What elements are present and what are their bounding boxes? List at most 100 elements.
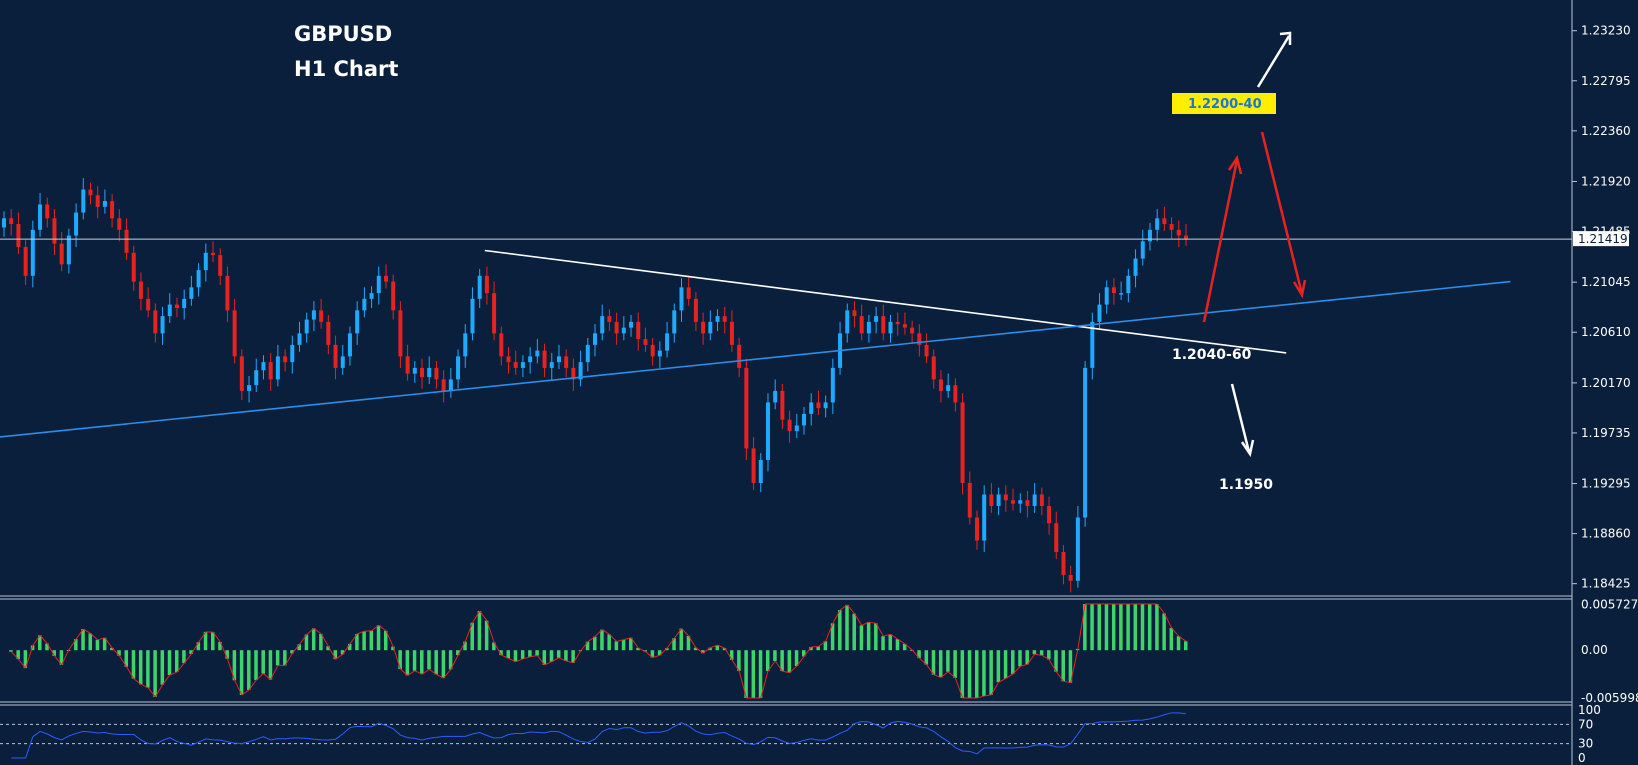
candle-body: [160, 316, 165, 334]
macd-signal-segment: [284, 653, 293, 666]
macd-signal-segment: [1171, 627, 1180, 637]
candle-body: [665, 333, 670, 351]
macd-bar: [398, 650, 402, 670]
macd-bar: [167, 650, 172, 676]
candle-body: [484, 275, 489, 294]
candle-body: [693, 298, 698, 322]
candle-body: [643, 339, 648, 345]
macd-signal-segment: [839, 604, 848, 611]
macd-bar: [859, 625, 864, 651]
macd-bar: [189, 650, 193, 654]
macd-bar: [499, 650, 503, 656]
candle-body: [528, 356, 533, 363]
macd-bar: [838, 609, 842, 651]
macd-bar: [665, 648, 669, 651]
candle-body: [953, 385, 958, 403]
macd-signal-segment: [587, 636, 596, 643]
macd-bar: [816, 646, 820, 651]
macd-signal-segment: [1063, 680, 1071, 684]
candle-body: [802, 413, 807, 426]
candle-body: [715, 316, 720, 322]
macd-signal-segment: [421, 668, 430, 675]
macd-signal-segment: [846, 604, 855, 614]
macd-signal-segment: [226, 658, 236, 681]
macd-signal-segment: [594, 629, 603, 638]
macd-bar: [283, 650, 287, 666]
macd-signal-segment: [270, 665, 279, 680]
macd-signal-segment: [493, 642, 502, 656]
macd-bar: [297, 644, 301, 651]
macd-signal-segment: [349, 633, 358, 645]
macd-signal-segment: [911, 649, 920, 659]
macd-bar: [600, 629, 604, 651]
candle-body: [1090, 321, 1095, 368]
macd-bar: [16, 650, 20, 660]
macd-signal-segment: [378, 624, 387, 632]
macd-bar: [441, 650, 446, 679]
macd-signal-segment: [428, 668, 437, 675]
macd-bar: [1119, 604, 1123, 651]
macd-signal-segment: [825, 623, 834, 642]
target-box: [1172, 93, 1276, 114]
macd-signal-segment: [169, 671, 178, 676]
macd-bar: [780, 650, 784, 672]
macd-bar: [672, 638, 676, 651]
macd-bar: [967, 650, 972, 698]
macd-signal-segment: [176, 662, 185, 673]
candle-body: [196, 270, 201, 288]
candle-body: [888, 321, 893, 334]
candle-body: [895, 321, 900, 325]
macd-bar: [1169, 627, 1174, 651]
macd-bar: [989, 650, 993, 695]
macd-signal-segment: [450, 654, 459, 670]
macd-bar: [160, 650, 165, 685]
macd-bar: [23, 650, 28, 669]
macd-bar: [614, 641, 619, 651]
candle-body: [456, 356, 461, 380]
macd-signal-segment: [371, 624, 380, 632]
macd-bar: [1162, 613, 1166, 651]
macd-signal-segment: [234, 680, 243, 696]
macd-signal-segment: [414, 670, 423, 675]
macd-signal-segment: [1048, 659, 1057, 672]
candle-body: [571, 367, 576, 380]
macd-signal-segment: [472, 610, 481, 623]
macd-bar: [174, 650, 179, 673]
candle-body: [1111, 287, 1116, 294]
candle-body: [1032, 494, 1037, 506]
candle-body: [1068, 575, 1073, 581]
macd-bar: [809, 646, 813, 651]
macd-signal-segment: [219, 641, 228, 659]
candle-body: [960, 402, 965, 483]
macd-signal-segment: [1156, 603, 1165, 614]
macd-bar: [643, 650, 647, 652]
candle-body: [520, 362, 525, 368]
macd-signal-segment: [998, 678, 1007, 683]
candle-body: [1184, 235, 1188, 240]
macd-signal-segment: [75, 628, 84, 640]
macd-bar: [679, 628, 683, 651]
macd-signal-segment: [18, 658, 27, 669]
candle-body: [765, 402, 770, 460]
macd-bar: [203, 631, 208, 651]
macd-bar: [38, 635, 42, 651]
macd-signal-segment: [940, 671, 949, 678]
macd-signal-segment: [183, 653, 192, 664]
candle-body: [448, 379, 453, 391]
macd-bar: [946, 650, 950, 672]
macd-bar: [852, 613, 856, 651]
macd-bar: [708, 647, 712, 651]
candle-body: [823, 402, 828, 409]
macd-signal-segment: [90, 633, 99, 641]
macd-signal-segment: [68, 638, 77, 651]
candle-body: [405, 356, 410, 374]
macd-signal-segment: [501, 654, 509, 659]
macd-bar: [1090, 604, 1094, 651]
macd-bar: [787, 650, 792, 673]
macd-signal-segment: [659, 647, 668, 656]
candle-body: [657, 350, 662, 357]
macd-bar: [211, 632, 215, 651]
macd-bar: [405, 650, 410, 676]
candle-body: [290, 344, 295, 363]
